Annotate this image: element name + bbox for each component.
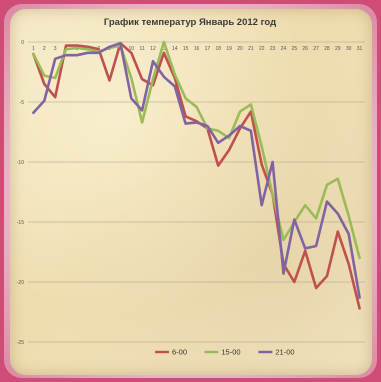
x-tick-label: 24 (281, 46, 287, 52)
x-tick-label: 10 (128, 46, 134, 52)
series-lines (32, 40, 361, 310)
x-tick-label: 31 (357, 46, 363, 52)
x-tick-label: 16 (194, 46, 200, 52)
legend-entry: 15-00 (204, 348, 241, 357)
y-tick-label: -20 (17, 280, 24, 286)
x-tick-label: 20 (237, 46, 243, 52)
chart-panel: График температур Январь 2012 год 0 -5 -10… (10, 9, 372, 375)
x-tick-label: 23 (270, 46, 276, 52)
series-line-21-00 (32, 41, 361, 299)
x-tick-label: 27 (313, 46, 319, 52)
chart-title: График температур Январь 2012 год (104, 17, 276, 28)
x-tick-label: 30 (346, 46, 352, 52)
x-tick-label: 25 (292, 46, 298, 52)
x-tick-label: 19 (226, 46, 232, 52)
x-tick-label: 3 (54, 46, 57, 52)
y-tick-label: -5 (20, 100, 25, 106)
grid-lines (28, 41, 365, 343)
legend: 6-00 15-00 21-00 (155, 348, 295, 357)
series-line-15-00 (32, 40, 361, 260)
legend-entry: 21-00 (258, 348, 295, 357)
x-tick-label: 15 (183, 46, 189, 52)
y-tick-label: 0 (21, 40, 24, 46)
x-tick-label: 13 (161, 46, 167, 52)
y-tick-label: -15 (17, 220, 24, 226)
y-axis-ticks: 0 -5 -10 -15 -20 -25 (17, 40, 24, 346)
series-line-6-00 (32, 41, 361, 310)
x-tick-label: 28 (324, 46, 330, 52)
line-chart: График температур Январь 2012 год 0 -5 -10… (17, 17, 365, 357)
y-tick-label: -10 (17, 160, 24, 166)
legend-label: 15-00 (221, 348, 240, 357)
x-tick-label: 11 (140, 46, 145, 52)
y-tick-label: -25 (17, 340, 24, 346)
legend-label: 6-00 (172, 348, 187, 357)
x-tick-label: 22 (259, 46, 265, 52)
x-tick-label: 2 (43, 46, 46, 52)
x-tick-label: 17 (205, 46, 211, 52)
legend-entry: 6-00 (155, 348, 187, 357)
x-tick-label: 1 (32, 46, 35, 52)
x-tick-label: 18 (215, 46, 221, 52)
x-tick-label: 29 (335, 46, 341, 52)
legend-label: 21-00 (275, 348, 294, 357)
x-tick-label: 21 (248, 46, 254, 52)
x-tick-label: 14 (172, 46, 178, 52)
x-tick-label: 12 (150, 46, 156, 52)
x-tick-label: 26 (302, 46, 308, 52)
